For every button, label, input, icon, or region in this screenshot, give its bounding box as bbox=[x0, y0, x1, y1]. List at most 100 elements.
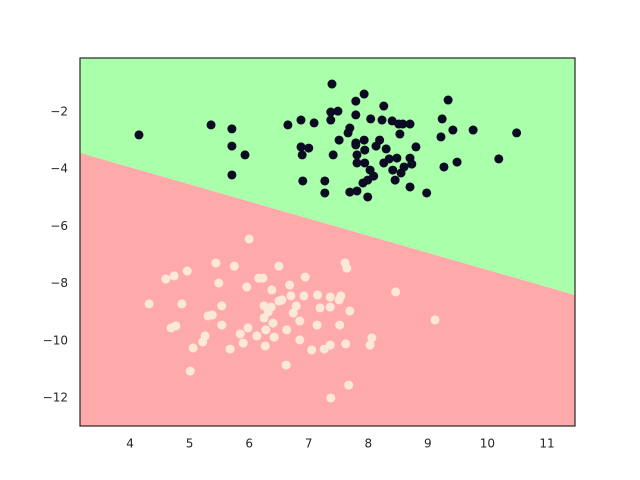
point bbox=[235, 329, 245, 339]
point bbox=[217, 320, 227, 330]
point bbox=[242, 282, 252, 292]
x-tick-label: 11 bbox=[539, 437, 554, 451]
point bbox=[214, 278, 224, 288]
point bbox=[422, 188, 432, 198]
point bbox=[225, 344, 235, 354]
point bbox=[342, 263, 352, 273]
point bbox=[274, 261, 284, 271]
point bbox=[252, 331, 262, 341]
point bbox=[134, 130, 144, 140]
point bbox=[171, 321, 181, 331]
point bbox=[295, 316, 305, 326]
point bbox=[286, 291, 296, 301]
plot-frame bbox=[79, 57, 576, 427]
point bbox=[240, 150, 250, 160]
point bbox=[333, 106, 343, 116]
point bbox=[325, 302, 335, 312]
point bbox=[261, 325, 271, 335]
x-tick-label: 6 bbox=[245, 437, 253, 451]
point bbox=[395, 129, 405, 139]
point bbox=[439, 162, 449, 172]
point bbox=[351, 140, 361, 150]
point bbox=[437, 114, 447, 124]
point bbox=[345, 123, 355, 133]
point bbox=[211, 258, 221, 268]
point bbox=[326, 115, 336, 125]
point bbox=[367, 333, 377, 343]
point bbox=[352, 186, 362, 196]
point bbox=[244, 234, 254, 244]
x-tick-label: 8 bbox=[364, 437, 372, 451]
point bbox=[341, 339, 351, 349]
point bbox=[345, 306, 355, 316]
point bbox=[351, 110, 361, 120]
point bbox=[200, 331, 210, 341]
point bbox=[384, 154, 394, 164]
point bbox=[365, 165, 375, 175]
point bbox=[335, 320, 345, 330]
point bbox=[494, 154, 504, 164]
point bbox=[351, 96, 361, 106]
point bbox=[360, 145, 370, 155]
point bbox=[360, 158, 370, 168]
y-tick-label: −10 bbox=[43, 333, 68, 347]
point bbox=[281, 360, 291, 370]
point bbox=[448, 125, 458, 135]
point bbox=[227, 141, 237, 151]
region-lower bbox=[80, 152, 575, 426]
point bbox=[352, 158, 362, 168]
y-tick-label: −6 bbox=[50, 219, 68, 233]
point bbox=[203, 311, 213, 321]
y-tick-label: −2 bbox=[50, 105, 68, 119]
point bbox=[405, 182, 415, 192]
point bbox=[206, 120, 216, 130]
y-tick-label: −8 bbox=[50, 276, 68, 290]
point bbox=[334, 135, 344, 145]
point bbox=[304, 143, 314, 153]
point bbox=[405, 119, 415, 129]
x-tick-label: 10 bbox=[480, 437, 495, 451]
point bbox=[377, 115, 387, 125]
point bbox=[320, 188, 330, 198]
point bbox=[388, 165, 398, 175]
point bbox=[291, 301, 301, 311]
y-tick-label: −12 bbox=[43, 390, 68, 404]
point bbox=[229, 261, 239, 271]
point bbox=[326, 107, 336, 117]
point bbox=[392, 153, 402, 163]
point bbox=[325, 340, 335, 350]
point bbox=[365, 340, 375, 350]
point bbox=[182, 266, 192, 276]
point bbox=[267, 285, 277, 295]
point bbox=[352, 150, 362, 160]
point bbox=[328, 150, 338, 160]
point bbox=[217, 301, 227, 311]
point bbox=[344, 380, 354, 390]
point bbox=[269, 332, 279, 342]
point bbox=[379, 101, 389, 111]
point bbox=[336, 291, 346, 301]
point bbox=[359, 135, 369, 145]
point bbox=[436, 132, 446, 142]
point bbox=[300, 272, 310, 282]
point bbox=[313, 290, 323, 300]
y-tick-label: −4 bbox=[50, 162, 68, 176]
point bbox=[452, 157, 462, 167]
point bbox=[345, 187, 355, 197]
point bbox=[283, 120, 293, 130]
point bbox=[227, 124, 237, 134]
point bbox=[263, 307, 273, 317]
point bbox=[285, 280, 295, 290]
point bbox=[298, 176, 308, 186]
x-tick-label: 4 bbox=[126, 437, 134, 451]
point bbox=[274, 296, 284, 306]
point bbox=[177, 299, 187, 309]
point bbox=[296, 115, 306, 125]
point bbox=[288, 308, 298, 318]
point bbox=[227, 170, 237, 180]
point bbox=[320, 176, 330, 186]
point bbox=[188, 343, 198, 353]
point bbox=[359, 89, 369, 99]
